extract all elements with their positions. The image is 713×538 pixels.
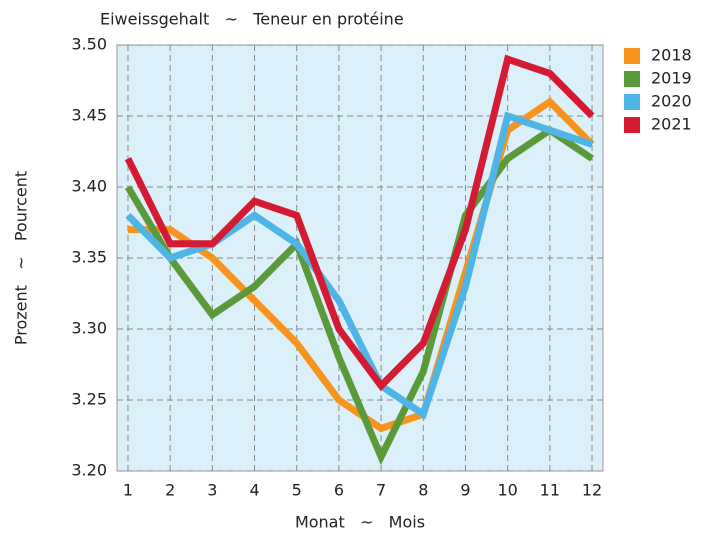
legend-label: 2020 — [651, 92, 692, 111]
x-tick-label: 5 — [292, 481, 302, 500]
legend-label: 2019 — [651, 69, 692, 88]
x-axis-label: Monat ~ Mois — [295, 513, 425, 532]
x-tick-label: 1 — [123, 481, 133, 500]
x-tick-label: 7 — [376, 481, 386, 500]
y-tick-label: 3.30 — [71, 319, 107, 338]
x-tick-label: 12 — [582, 481, 602, 500]
chart-title: Eiweissgehalt ~ Teneur en protéine — [100, 10, 404, 29]
x-tick-label: 10 — [497, 481, 517, 500]
y-tick-label: 3.50 — [71, 35, 107, 54]
legend-swatch — [624, 94, 640, 110]
legend-swatch — [624, 71, 640, 87]
x-tick-label: 4 — [249, 481, 259, 500]
x-tick-label: 2 — [165, 481, 175, 500]
y-tick-label: 3.45 — [71, 106, 107, 125]
y-tick-label: 3.35 — [71, 248, 107, 267]
y-tick-label: 3.20 — [71, 461, 107, 480]
legend-label: 2018 — [651, 46, 692, 65]
series-line — [124, 54, 595, 392]
legend-swatch — [624, 48, 640, 64]
x-tick-label: 6 — [334, 481, 344, 500]
y-axis-label: Prozent ~ Pourcent — [12, 171, 31, 345]
series-line — [124, 125, 594, 466]
x-tick-label: 3 — [207, 481, 217, 500]
x-tick-label: 11 — [540, 481, 560, 500]
y-tick-label: 3.40 — [71, 177, 107, 196]
x-tick-label: 9 — [460, 481, 470, 500]
y-tick-label: 3.25 — [71, 390, 107, 409]
x-tick-label: 8 — [418, 481, 428, 500]
legend-swatch — [624, 117, 640, 133]
legend-label: 2021 — [651, 115, 692, 134]
